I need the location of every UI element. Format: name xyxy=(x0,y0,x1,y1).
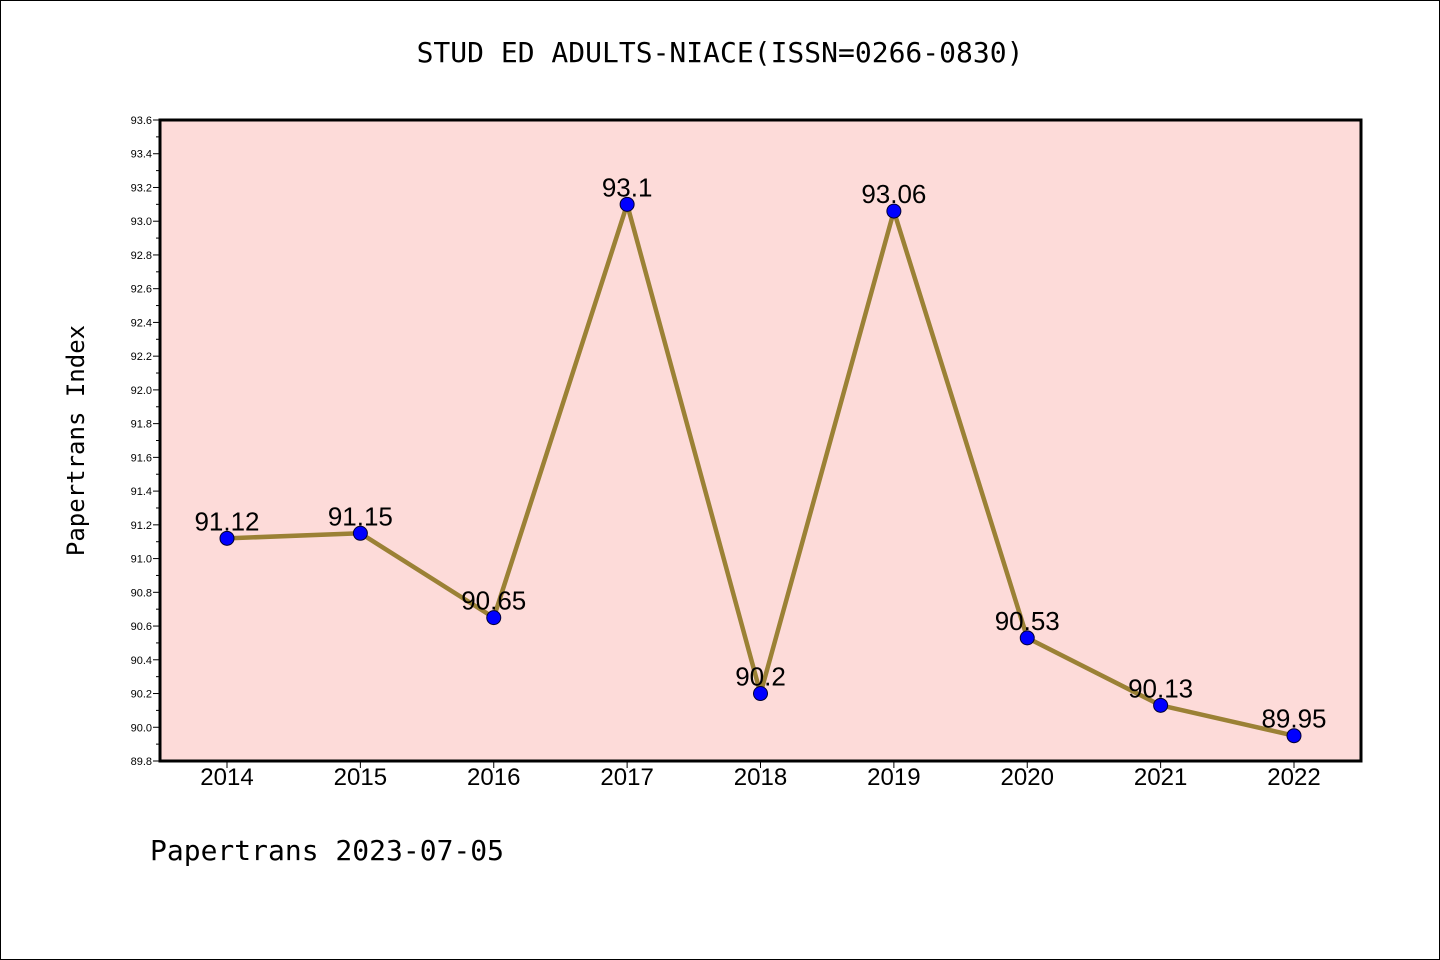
plot-border xyxy=(158,118,1363,763)
y-tick-label: 89.8 xyxy=(131,756,152,768)
y-tick-label: 92.0 xyxy=(131,385,152,397)
y-tick-label: 93.4 xyxy=(131,149,152,161)
y-tick-label: 90.8 xyxy=(131,587,152,599)
x-tick-label: 2019 xyxy=(867,764,920,791)
y-tick-label: 92.8 xyxy=(131,250,152,262)
chart-title: STUD ED ADULTS-NIACE(ISSN=0266-0830) xyxy=(416,36,1024,69)
x-tick-label: 2020 xyxy=(1001,764,1054,791)
data-point xyxy=(1153,697,1169,713)
series xyxy=(219,196,1302,744)
data-point xyxy=(753,686,768,702)
x-tick-label: 2021 xyxy=(1134,764,1187,791)
y-tick-label: 92.2 xyxy=(131,351,152,363)
data-label: 90.13 xyxy=(1128,673,1193,703)
data-point xyxy=(352,525,368,541)
x-tick-label: 2016 xyxy=(467,764,520,791)
y-tick-label: 90.2 xyxy=(131,689,152,701)
data-label: 91.12 xyxy=(194,506,259,536)
y-axis-title: Papertrans Index xyxy=(62,325,90,556)
y-tick-label: 90.6 xyxy=(131,621,152,633)
data-label: 90.65 xyxy=(461,586,526,616)
plot-area xyxy=(160,120,1361,761)
y-tick-label: 93.2 xyxy=(131,182,152,194)
x-tick-label: 2022 xyxy=(1267,764,1320,791)
y-tick-label: 91.8 xyxy=(131,419,152,431)
y-tick-label: 92.4 xyxy=(131,317,152,329)
y-tick-label: 91.4 xyxy=(131,486,152,498)
y-tick-label: 93.0 xyxy=(131,216,152,228)
data-label: 91.15 xyxy=(328,501,393,531)
y-tick-label: 90.4 xyxy=(131,655,152,667)
y-tick-label: 93.6 xyxy=(131,115,152,127)
data-label: 93.1 xyxy=(602,172,653,202)
y-tick-label: 91.6 xyxy=(131,452,152,464)
x-axis: 2014 2015 2016 2017 2018 2019 2020 2021 2022 xyxy=(200,761,1321,791)
data-point xyxy=(1286,728,1302,744)
y-axis: 89.8 90.0 90.2 90.4 90.6 90.8 91.0 91.2 91.4 91.6… xyxy=(131,115,160,768)
data-label: 90.53 xyxy=(995,606,1060,636)
x-tick-label: 2018 xyxy=(734,764,787,791)
data-label: 89.95 xyxy=(1261,704,1326,734)
x-tick-label: 2014 xyxy=(200,764,253,791)
x-tick-label: 2017 xyxy=(600,764,653,791)
y-tick-label: 91.0 xyxy=(131,554,152,566)
y-tick-label: 91.2 xyxy=(131,520,152,532)
y-tick-label: 90.0 xyxy=(131,722,152,734)
data-point xyxy=(219,530,235,546)
data-point xyxy=(1019,630,1035,646)
data-point xyxy=(619,196,635,212)
x-tick-label: 2015 xyxy=(334,764,387,791)
data-label: 93.06 xyxy=(861,179,926,209)
y-tick-label: 92.6 xyxy=(131,284,152,296)
data-label: 90.2 xyxy=(735,662,786,692)
data-point xyxy=(886,203,902,219)
data-labels: 91.12 91.15 90.65 93.1 90.2 93.06 90.53 90.13 89… xyxy=(194,172,1326,733)
data-point xyxy=(486,610,502,626)
footer-text: Papertrans 2023-07-05 xyxy=(150,834,505,867)
